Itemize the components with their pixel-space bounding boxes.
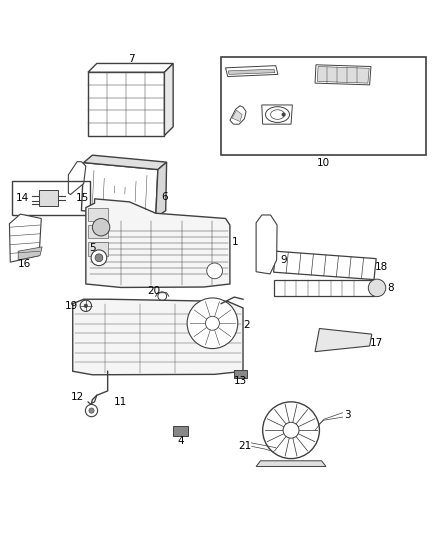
Text: 1: 1 [232,238,239,247]
Polygon shape [256,461,326,466]
Text: 21: 21 [239,440,252,450]
Polygon shape [262,105,292,124]
Bar [39,190,58,206]
Circle shape [89,408,94,413]
Circle shape [85,405,98,417]
Bar [88,207,108,221]
Polygon shape [228,69,275,75]
Polygon shape [315,65,371,85]
Text: 20: 20 [147,286,160,295]
Bar [173,426,188,436]
Bar [12,181,90,215]
Polygon shape [73,299,243,375]
Polygon shape [18,247,42,260]
Text: 9: 9 [280,255,287,265]
Text: 7: 7 [128,54,135,64]
Text: 5: 5 [89,243,95,253]
Ellipse shape [265,107,290,123]
Text: 19: 19 [65,301,78,311]
Text: 11: 11 [114,397,127,407]
Text: 2: 2 [243,320,250,330]
Circle shape [207,263,223,279]
Polygon shape [86,199,230,287]
Text: 8: 8 [387,283,394,293]
Polygon shape [274,251,376,280]
Text: 16: 16 [18,260,32,269]
Text: 14: 14 [16,193,29,203]
Bar [221,57,426,155]
Text: 13: 13 [234,376,247,386]
Circle shape [92,219,110,236]
Polygon shape [232,110,242,122]
Circle shape [205,316,219,330]
Polygon shape [256,215,277,274]
Polygon shape [84,155,166,169]
Text: 4: 4 [177,436,184,446]
Text: 6: 6 [161,192,168,201]
Circle shape [91,250,107,265]
Polygon shape [315,328,372,352]
Polygon shape [81,163,158,217]
Text: 18: 18 [375,262,388,271]
Circle shape [283,422,299,438]
Polygon shape [230,106,246,124]
Text: 10: 10 [317,158,330,168]
Polygon shape [68,161,86,195]
Circle shape [282,113,286,116]
Bar [88,225,108,238]
Polygon shape [155,162,166,217]
Bar [88,72,164,135]
Polygon shape [226,66,278,77]
Circle shape [84,304,88,308]
Polygon shape [88,63,173,72]
Bar [88,243,108,256]
Text: 12: 12 [71,392,84,402]
Bar [234,370,247,378]
Circle shape [95,254,103,262]
Circle shape [263,402,319,458]
Polygon shape [317,67,369,83]
Polygon shape [10,214,41,262]
Text: 17: 17 [370,338,383,348]
Polygon shape [164,63,173,135]
Circle shape [187,298,238,349]
Text: 15: 15 [76,193,89,203]
Text: 3: 3 [345,410,351,420]
Bar [274,280,374,296]
Circle shape [368,279,386,297]
